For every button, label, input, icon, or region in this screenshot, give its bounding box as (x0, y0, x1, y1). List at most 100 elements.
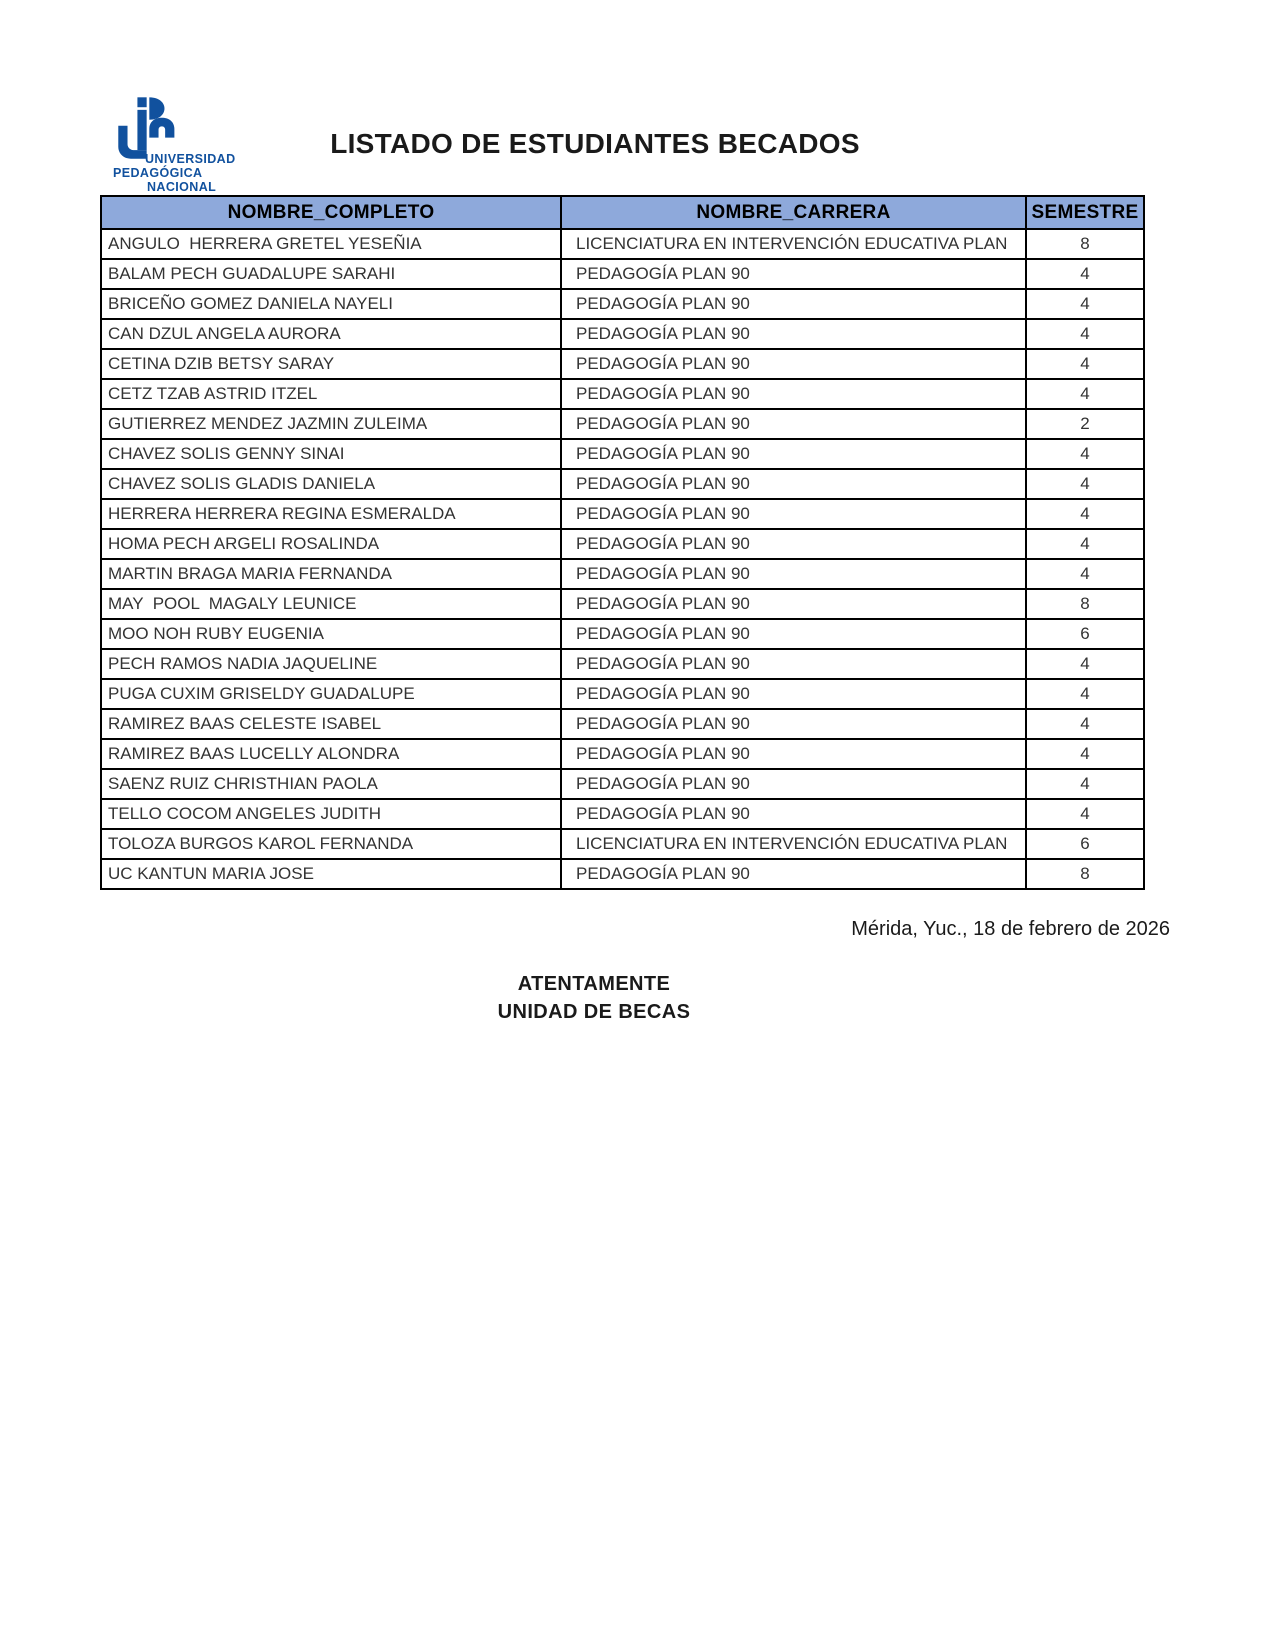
semester-cell: 4 (1025, 558, 1145, 590)
student-name-cell: PUGA CUXIM GRISELDY GUADALUPE (100, 678, 562, 710)
column-header-semestre: SEMESTRE (1025, 195, 1145, 230)
students-table: NOMBRE_COMPLETO NOMBRE_CARRERA SEMESTRE … (100, 195, 1145, 890)
upn-logo: UNIVERSIDAD PEDAGÓGICA NACIONAL (108, 96, 348, 196)
table-row: SAENZ RUIZ CHRISTHIAN PAOLA PEDAGOGÍA PLA… (100, 768, 1145, 800)
column-header-nombre-completo: NOMBRE_COMPLETO (100, 195, 562, 230)
student-name-cell: PECH RAMOS NADIA JAQUELINE (100, 648, 562, 680)
student-name-cell: CHAVEZ SOLIS GLADIS DANIELA (100, 468, 562, 500)
career-cell: PEDAGOGÍA PLAN 90 (560, 618, 1027, 650)
student-name-cell: MARTIN BRAGA MARIA FERNANDA (100, 558, 562, 590)
career-cell: LICENCIATURA EN INTERVENCIÓN EDUCATIVA P… (560, 828, 1027, 860)
student-name-cell: CETZ TZAB ASTRID ITZEL (100, 378, 562, 410)
career-cell: PEDAGOGÍA PLAN 90 (560, 768, 1027, 800)
upn-monogram-icon (118, 97, 175, 159)
closing-atentamente: ATENTAMENTE (517, 973, 671, 995)
career-cell: PEDAGOGÍA PLAN 90 (560, 708, 1027, 740)
career-cell: PEDAGOGÍA PLAN 90 (560, 258, 1027, 290)
career-cell: PEDAGOGÍA PLAN 90 (560, 468, 1027, 500)
semester-cell: 4 (1025, 468, 1145, 500)
semester-cell: 4 (1025, 528, 1145, 560)
career-cell: PEDAGOGÍA PLAN 90 (560, 738, 1027, 770)
logo-line-nacional: NACIONAL (147, 180, 217, 194)
semester-cell: 8 (1025, 228, 1145, 260)
student-name-cell: TELLO COCOM ANGELES JUDITH (100, 798, 562, 830)
logo-line-pedagogica: PEDAGÓGICA (113, 166, 203, 180)
career-cell: PEDAGOGÍA PLAN 90 (560, 858, 1027, 890)
table-row: MARTIN BRAGA MARIA FERNANDA PEDAGOGÍA PLA… (100, 558, 1145, 590)
career-cell: PEDAGOGÍA PLAN 90 (560, 648, 1027, 680)
table-row: MAY POOL MAGALY LEUNICE PEDAGOGÍA PLAN 90… (100, 588, 1145, 620)
career-cell: PEDAGOGÍA PLAN 90 (560, 588, 1027, 620)
closing-block: ATENTAMENTE UNIDAD DE BECAS (0, 970, 1188, 1026)
semester-cell: 4 (1025, 438, 1145, 470)
table-row: BRICEÑO GOMEZ DANIELA NAYELI PEDAGOGÍA PL… (100, 288, 1145, 320)
students-table-container: NOMBRE_COMPLETO NOMBRE_CARRERA SEMESTRE … (100, 195, 1145, 890)
student-name-cell: HOMA PECH ARGELI ROSALINDA (100, 528, 562, 560)
career-cell: PEDAGOGÍA PLAN 90 (560, 438, 1027, 470)
semester-cell: 4 (1025, 318, 1145, 350)
career-cell: PEDAGOGÍA PLAN 90 (560, 528, 1027, 560)
table-row: GUTIERREZ MENDEZ JAZMIN ZULEIMA PEDAGOGÍA… (100, 408, 1145, 440)
student-name-cell: HERRERA HERRERA REGINA ESMERALDA (100, 498, 562, 530)
semester-cell: 4 (1025, 348, 1145, 380)
table-body: ANGULO HERRERA GRETEL YESEÑIA LICENCIATUR… (100, 228, 1145, 890)
column-header-nombre-carrera: NOMBRE_CARRERA (560, 195, 1027, 230)
semester-cell: 4 (1025, 738, 1145, 770)
table-row: MOO NOH RUBY EUGENIA PEDAGOGÍA PLAN 90 6 (100, 618, 1145, 650)
student-name-cell: RAMIREZ BAAS CELESTE ISABEL (100, 708, 562, 740)
table-row: RAMIREZ BAAS LUCELLY ALONDRA PEDAGOGÍA PL… (100, 738, 1145, 770)
semester-cell: 4 (1025, 258, 1145, 290)
student-name-cell: ANGULO HERRERA GRETEL YESEÑIA (100, 228, 562, 260)
career-cell: PEDAGOGÍA PLAN 90 (560, 678, 1027, 710)
page-title: LISTADO DE ESTUDIANTES BECADOS (330, 128, 860, 159)
student-name-cell: RAMIREZ BAAS LUCELLY ALONDRA (100, 738, 562, 770)
student-name-cell: BALAM PECH GUADALUPE SARAHI (100, 258, 562, 290)
student-name-cell: TOLOZA BURGOS KAROL FERNANDA (100, 828, 562, 860)
career-cell: PEDAGOGÍA PLAN 90 (560, 348, 1027, 380)
semester-cell: 4 (1025, 678, 1145, 710)
table-row: PECH RAMOS NADIA JAQUELINE PEDAGOGÍA PLAN… (100, 648, 1145, 680)
semester-cell: 6 (1025, 618, 1145, 650)
semester-cell: 4 (1025, 798, 1145, 830)
student-name-cell: MOO NOH RUBY EUGENIA (100, 618, 562, 650)
semester-cell: 4 (1025, 498, 1145, 530)
semester-cell: 4 (1025, 708, 1145, 740)
semester-cell: 4 (1025, 648, 1145, 680)
closing-unidad-de-becas: UNIDAD DE BECAS (497, 1001, 691, 1023)
semester-cell: 4 (1025, 768, 1145, 800)
student-name-cell: CHAVEZ SOLIS GENNY SINAI (100, 438, 562, 470)
semester-cell: 8 (1025, 858, 1145, 890)
table-row: RAMIREZ BAAS CELESTE ISABEL PEDAGOGÍA PLA… (100, 708, 1145, 740)
table-row: CAN DZUL ANGELA AURORA PEDAGOGÍA PLAN 90 4 (100, 318, 1145, 350)
table-row: TELLO COCOM ANGELES JUDITH PEDAGOGÍA PLAN… (100, 798, 1145, 830)
semester-cell: 6 (1025, 828, 1145, 860)
semester-cell: 4 (1025, 288, 1145, 320)
table-row: CHAVEZ SOLIS GENNY SINAI PEDAGOGÍA PLAN 9… (100, 438, 1145, 470)
table-row: CETINA DZIB BETSY SARAY PEDAGOGÍA PLAN 90… (100, 348, 1145, 380)
career-cell: PEDAGOGÍA PLAN 90 (560, 558, 1027, 590)
student-name-cell: UC KANTUN MARIA JOSE (100, 858, 562, 890)
career-cell: PEDAGOGÍA PLAN 90 (560, 498, 1027, 530)
semester-cell: 8 (1025, 588, 1145, 620)
table-row: TOLOZA BURGOS KAROL FERNANDA LICENCIATURA… (100, 828, 1145, 860)
table-row: HERRERA HERRERA REGINA ESMERALDA PEDAGOGÍ… (100, 498, 1145, 530)
logo-line-universidad: UNIVERSIDAD (145, 152, 236, 166)
semester-cell: 4 (1025, 378, 1145, 410)
career-cell: PEDAGOGÍA PLAN 90 (560, 798, 1027, 830)
semester-cell: 2 (1025, 408, 1145, 440)
table-row: PUGA CUXIM GRISELDY GUADALUPE PEDAGOGÍA P… (100, 678, 1145, 710)
table-row: CETZ TZAB ASTRID ITZEL PEDAGOGÍA PLAN 90 4 (100, 378, 1145, 410)
career-cell: PEDAGOGÍA PLAN 90 (560, 378, 1027, 410)
table-row: BALAM PECH GUADALUPE SARAHI PEDAGOGÍA PLA… (100, 258, 1145, 290)
table-row: UC KANTUN MARIA JOSE PEDAGOGÍA PLAN 90 8 (100, 858, 1145, 890)
student-name-cell: SAENZ RUIZ CHRISTHIAN PAOLA (100, 768, 562, 800)
career-cell: PEDAGOGÍA PLAN 90 (560, 288, 1027, 320)
date-line: Mérida, Yuc., 18 de febrero de 2026 (851, 918, 1170, 940)
student-name-cell: BRICEÑO GOMEZ DANIELA NAYELI (100, 288, 562, 320)
career-cell: PEDAGOGÍA PLAN 90 (560, 408, 1027, 440)
career-cell: PEDAGOGÍA PLAN 90 (560, 318, 1027, 350)
table-row: ANGULO HERRERA GRETEL YESEÑIA LICENCIATUR… (100, 228, 1145, 260)
career-cell: LICENCIATURA EN INTERVENCIÓN EDUCATIVA P… (560, 228, 1027, 260)
student-name-cell: CAN DZUL ANGELA AURORA (100, 318, 562, 350)
